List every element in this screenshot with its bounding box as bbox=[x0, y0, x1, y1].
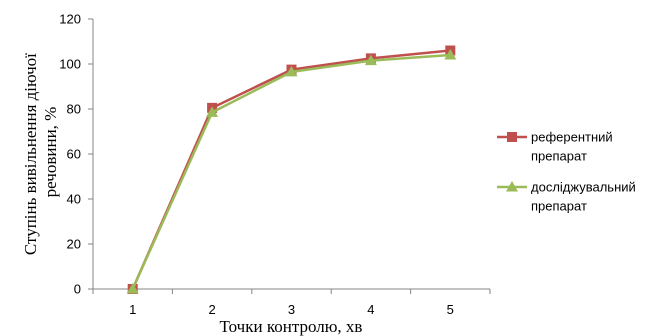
legend-label: препарат bbox=[531, 199, 587, 214]
series-2-line bbox=[131, 53, 451, 290]
legend-label: референтний bbox=[531, 130, 613, 145]
legend-marker bbox=[507, 132, 517, 142]
x-axis-title: Точки контролю, хв bbox=[220, 317, 363, 336]
series-2-point bbox=[126, 283, 139, 294]
y-axis-title: Ступінь вивільнення діючої речовини, % bbox=[21, 49, 60, 255]
series-2 bbox=[126, 49, 457, 294]
legend-label: препарат bbox=[531, 149, 587, 164]
x-tick-label: 3 bbox=[288, 302, 295, 317]
y-tick-label: 20 bbox=[67, 237, 81, 252]
x-tick-label: 5 bbox=[447, 302, 454, 317]
chart-series bbox=[126, 45, 457, 294]
legend-item-1: референтний препарат bbox=[497, 130, 613, 164]
x-axis-ticks: 1 2 3 4 5 bbox=[92, 289, 491, 317]
y-tick-label: 60 bbox=[67, 147, 81, 162]
y-axis-title-line-2: речовини, % bbox=[41, 107, 60, 198]
y-tick-label: 120 bbox=[59, 12, 81, 27]
series-1 bbox=[127, 45, 456, 294]
y-axis-ticks: 0 20 40 60 80 100 120 bbox=[59, 12, 93, 297]
series-1-line bbox=[131, 49, 451, 290]
y-tick-label: 0 bbox=[74, 282, 81, 297]
x-tick-label: 4 bbox=[367, 302, 374, 317]
legend-item-2: досліджувальний препарат bbox=[497, 180, 636, 214]
x-tick-label: 2 bbox=[208, 302, 215, 317]
y-tick-label: 40 bbox=[67, 192, 81, 207]
chart-axes bbox=[92, 19, 490, 290]
series-2-point bbox=[444, 49, 457, 60]
series-2-point bbox=[364, 54, 377, 66]
series-2-point bbox=[206, 106, 219, 117]
y-tick-label: 100 bbox=[59, 57, 81, 72]
legend-marker bbox=[506, 181, 518, 192]
y-axis-title-line-1: Ступінь вивільнення діючої bbox=[21, 53, 40, 255]
legend-label: досліджувальний bbox=[531, 180, 636, 195]
y-tick-label: 80 bbox=[67, 102, 81, 117]
x-tick-label: 1 bbox=[129, 302, 136, 317]
series-2-point bbox=[285, 65, 298, 77]
chart-legend: референтний препарат досліджувальний препар… bbox=[497, 130, 636, 214]
